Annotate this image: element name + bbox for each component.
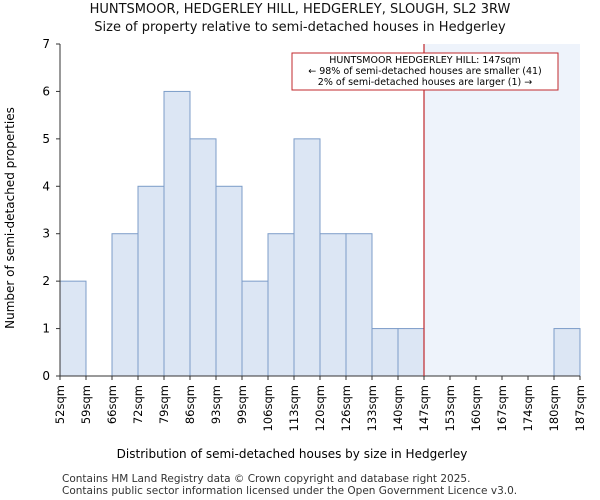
y-tick-label: 5 (42, 132, 50, 146)
chart-title: HUNTSMOOR, HEDGERLEY HILL, HEDGERLEY, SL… (89, 2, 511, 17)
x-tick-label: 52sqm (53, 385, 67, 424)
y-tick-label: 1 (42, 322, 50, 336)
x-tick-label: 86sqm (183, 385, 197, 424)
bar-180sqm (553, 328, 581, 377)
x-tick-label: 187sqm (573, 385, 587, 431)
annotation-line-2: ← 98% of semi-detached houses are smalle… (308, 66, 542, 77)
x-tick-label: 153sqm (443, 385, 457, 431)
y-tick-label: 6 (42, 84, 50, 98)
bar-86sqm (189, 138, 217, 377)
bar-99sqm (241, 280, 269, 377)
x-tick-label: 79sqm (157, 385, 171, 424)
y-tick-label: 2 (42, 274, 50, 288)
y-tick-label: 4 (42, 179, 50, 193)
bar-93sqm (215, 185, 243, 377)
y-tick-label: 7 (42, 37, 50, 51)
y-axis-label: Number of semi-detached properties (3, 107, 17, 329)
x-axis-label: Distribution of semi-detached houses by … (117, 447, 468, 461)
x-tick-label: 72sqm (131, 385, 145, 424)
x-tick-label: 160sqm (469, 385, 483, 431)
bar-126sqm (345, 233, 373, 377)
x-tick-label: 180sqm (547, 385, 561, 431)
bar-79sqm (163, 90, 191, 377)
x-tick-label: 140sqm (391, 385, 405, 431)
y-tick-label: 3 (42, 227, 50, 241)
annotation-line-1: HUNTSMOOR HEDGERLEY HILL: 147sqm (329, 55, 520, 66)
bar-113sqm (293, 138, 321, 377)
bar-66sqm (111, 233, 139, 377)
x-tick-label: 113sqm (287, 385, 301, 431)
annotation-box (291, 52, 559, 91)
larger-region-highlight (424, 44, 580, 376)
bar-140sqm (397, 328, 425, 377)
x-tick-label: 126sqm (339, 385, 353, 431)
x-tick-label: 167sqm (495, 385, 509, 431)
chart-subtitle: Size of property relative to semi-detach… (94, 20, 506, 35)
bar-133sqm (371, 328, 399, 377)
x-tick-label: 93sqm (209, 385, 223, 424)
bar-106sqm (267, 233, 295, 377)
x-tick-label: 99sqm (235, 385, 249, 424)
footer-licence: Contains public sector information licen… (62, 485, 518, 497)
footer-copyright: Contains HM Land Registry data © Crown c… (62, 473, 471, 485)
bar-72sqm (137, 185, 165, 377)
x-tick-label: 106sqm (261, 385, 275, 431)
y-tick-label: 0 (42, 369, 50, 383)
x-tick-label: 66sqm (105, 385, 119, 424)
x-tick-label: 174sqm (521, 385, 535, 431)
bar-120sqm (319, 233, 347, 377)
x-tick-label: 120sqm (313, 385, 327, 431)
annotation-line-3: 2% of semi-detached houses are larger (1… (318, 77, 532, 88)
bar-52sqm (59, 280, 87, 377)
x-tick-label: 59sqm (79, 385, 93, 424)
x-tick-label: 147sqm (417, 385, 431, 431)
x-tick-label: 133sqm (365, 385, 379, 431)
